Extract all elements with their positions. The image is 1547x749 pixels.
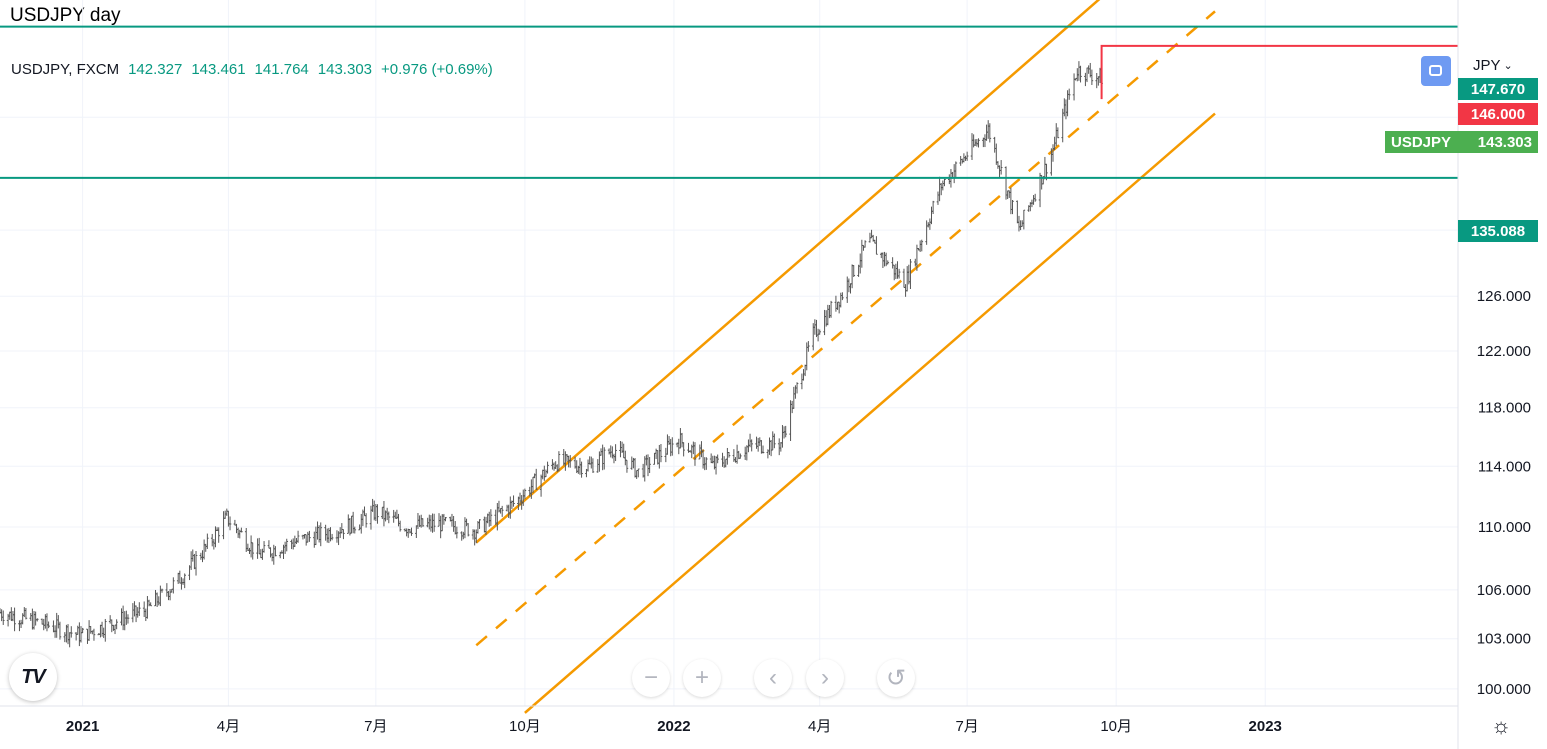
legend-low: 141.764 xyxy=(254,61,309,78)
auto-scale-icon[interactable] xyxy=(1421,56,1451,86)
scroll-left-button[interactable]: ‹ xyxy=(754,659,792,697)
x-tick-label: 2023 xyxy=(1249,718,1282,735)
x-tick-label: 7月 xyxy=(955,718,978,735)
level-line-red xyxy=(1100,44,1458,100)
x-tick-label: 7月 xyxy=(364,718,387,735)
chart-title: USDJPY day xyxy=(10,5,121,26)
x-tick-label: 4月 xyxy=(217,718,240,735)
symbol-legend: USDJPY, FXCM 142.327 143.461 141.764 143… xyxy=(11,61,493,78)
reset-icon: ↺ xyxy=(885,664,907,692)
gear-icon[interactable]: ☼ xyxy=(1491,713,1512,738)
plus-icon: + xyxy=(694,664,709,691)
zoom-out-button[interactable]: − xyxy=(632,659,670,697)
channel-upper-line xyxy=(475,0,1101,544)
channel-lower-line xyxy=(524,112,1216,714)
price-tag-upper-level: 147.670 xyxy=(1458,78,1538,100)
y-tick-label: 100.000 xyxy=(1477,681,1531,698)
x-tick-label: 2022 xyxy=(657,718,690,735)
legend-change: +0.976 (+0.69%) xyxy=(381,61,493,78)
price-tag-lower-level: 135.088 xyxy=(1458,220,1538,242)
chevron-left-icon: ‹ xyxy=(769,664,777,691)
minus-icon: − xyxy=(643,664,658,691)
y-tick-label: 103.000 xyxy=(1477,631,1531,648)
tradingview-logo-icon[interactable]: TV xyxy=(9,653,57,701)
chevron-right-icon: › xyxy=(821,664,829,691)
legend-high: 143.461 xyxy=(191,61,246,78)
last-price-value: 143.303 xyxy=(1477,133,1532,151)
y-tick-label: 114.000 xyxy=(1478,458,1531,475)
y-tick-label: 106.000 xyxy=(1477,582,1531,599)
x-tick-label: 2021 xyxy=(66,718,99,735)
last-price-tag: USDJPY 143.303 xyxy=(1385,131,1538,153)
currency-label: JPY xyxy=(1473,57,1501,74)
y-tick-label: 110.000 xyxy=(1478,519,1531,536)
channel-middle-line xyxy=(475,10,1216,647)
reset-chart-button[interactable]: ↺ xyxy=(877,659,915,697)
y-tick-label: 122.000 xyxy=(1477,343,1531,360)
y-tick-label: 118.000 xyxy=(1478,400,1531,417)
y-tick-label: 126.000 xyxy=(1477,288,1531,305)
currency-selector[interactable]: JPY ⌄ xyxy=(1473,57,1513,74)
legend-symbol[interactable]: USDJPY, FXCM xyxy=(11,61,120,78)
chevron-down-icon: ⌄ xyxy=(1503,60,1513,72)
last-price-symbol: USDJPY xyxy=(1391,133,1452,151)
scroll-right-button[interactable]: › xyxy=(806,659,844,697)
zoom-in-button[interactable]: + xyxy=(683,659,721,697)
price-tag-red-level: 146.000 xyxy=(1458,103,1538,125)
x-tick-label: 4月 xyxy=(808,718,831,735)
x-tick-label: 10月 xyxy=(509,718,541,735)
legend-open: 142.327 xyxy=(128,61,183,78)
x-tick-label: 10月 xyxy=(1100,718,1132,735)
legend-close: 143.303 xyxy=(317,61,373,78)
